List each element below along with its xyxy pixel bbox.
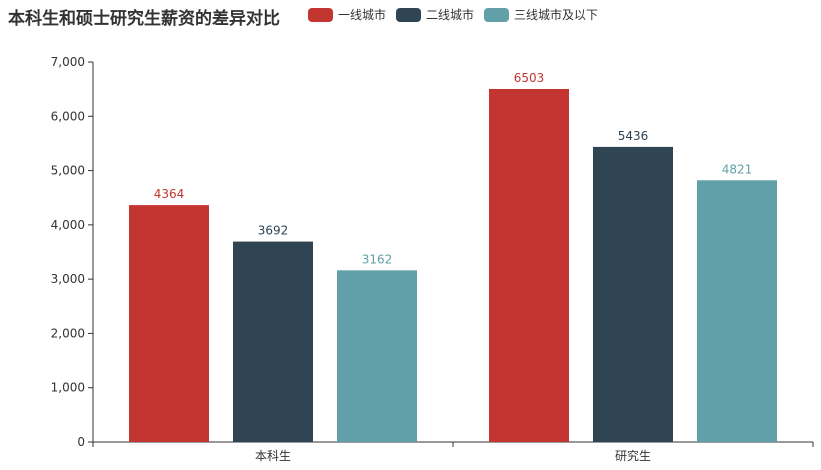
bar-value-label: 4821 — [722, 162, 753, 176]
x-tick-label: 研究生 — [615, 448, 651, 463]
bar — [233, 241, 313, 442]
legend-item-series-3[interactable]: 三线城市及以下 — [484, 6, 598, 23]
bar-value-label: 3692 — [258, 224, 289, 238]
y-tick-label: 0 — [77, 435, 85, 449]
x-tick-label: 本科生 — [255, 449, 291, 463]
legend-swatch-series-3 — [484, 7, 510, 22]
bar — [337, 270, 417, 442]
bar-value-label: 3162 — [362, 252, 393, 266]
bar — [129, 205, 209, 442]
y-tick-label: 7,000 — [51, 55, 85, 69]
bar — [697, 180, 777, 442]
legend-item-series-2[interactable]: 二线城市 — [396, 6, 474, 23]
bar — [489, 88, 569, 442]
legend-label-series-3: 三线城市及以下 — [514, 8, 599, 22]
bar — [593, 146, 673, 442]
bar-value-label: 4364 — [154, 187, 185, 201]
y-tick-label: 5,000 — [51, 164, 85, 178]
chart-title: 本科生和硕士研究生薪资的差异对比 — [8, 9, 280, 29]
y-tick-label: 3,000 — [51, 272, 85, 286]
legend-item-series-1[interactable]: 一线城市 — [308, 6, 386, 23]
legend-swatch-series-1 — [308, 7, 333, 22]
y-tick-label: 2,000 — [51, 326, 85, 340]
legend-label-series-1: 一线城市 — [338, 8, 387, 22]
legend: 一线城市 二线城市 三线城市及以下 — [308, 6, 608, 23]
y-tick-label: 6,000 — [51, 109, 85, 123]
y-tick-label: 4,000 — [51, 218, 85, 232]
legend-label-series-2: 二线城市 — [426, 8, 475, 22]
bar-value-label: 6503 — [514, 71, 545, 85]
bar-value-label: 5436 — [618, 129, 649, 143]
legend-swatch-series-2 — [396, 7, 422, 22]
y-tick-label: 1,000 — [51, 381, 85, 395]
